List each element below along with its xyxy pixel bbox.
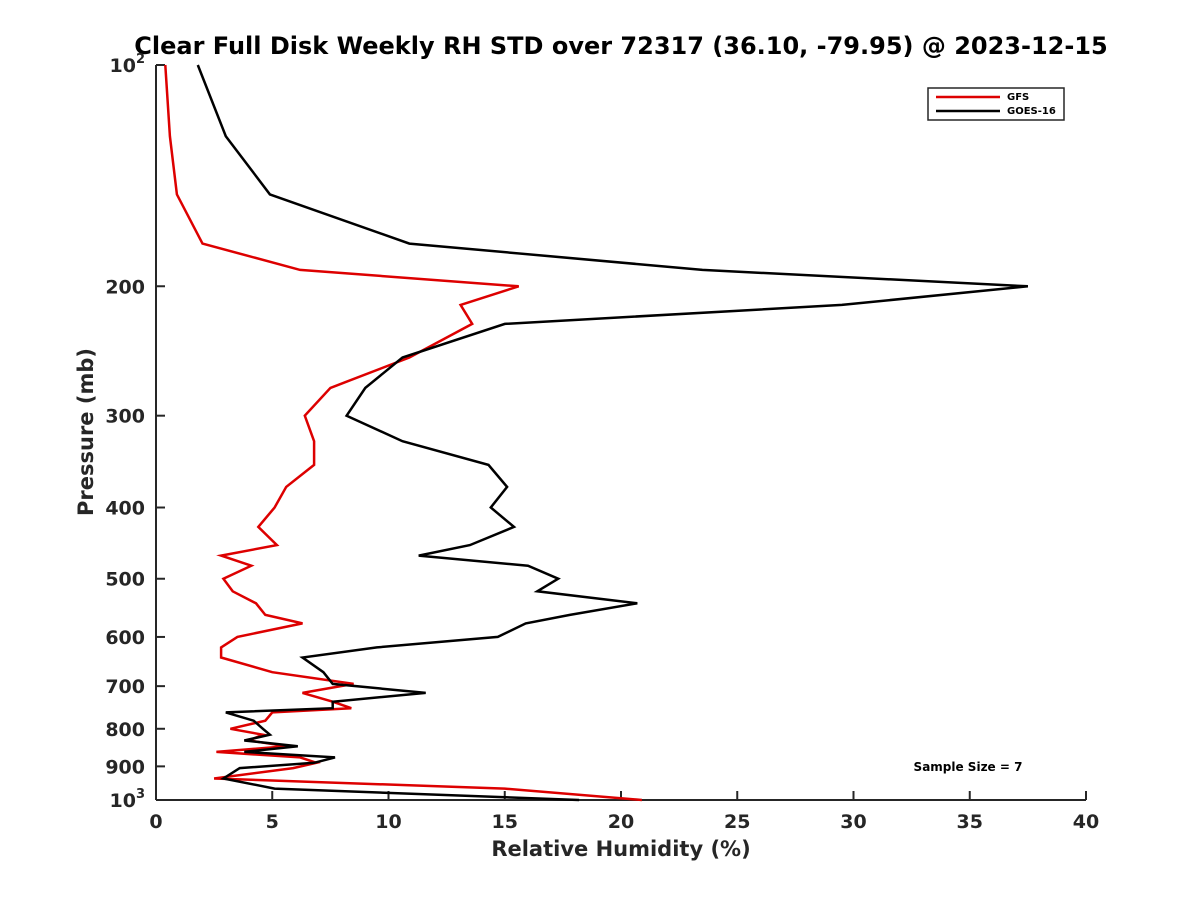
x-tick-label: 20 — [608, 811, 634, 833]
plot-frame — [155, 65, 1086, 801]
y-axis-label: Pressure (mb) — [74, 348, 98, 516]
legend-label-gfs: GFS — [1007, 92, 1029, 103]
series-line-goes-16 — [196, 64, 1029, 802]
y-tick-exponent: 3 — [136, 787, 145, 802]
y-tick-base: 10 — [110, 790, 136, 812]
x-tick-label: 35 — [957, 811, 983, 833]
x-tick-label: 40 — [1073, 811, 1099, 833]
x-tick-label: 25 — [724, 811, 750, 833]
legend-box — [927, 87, 1065, 121]
y-tick-label: 300 — [105, 406, 145, 428]
y-tick-label: 800 — [105, 719, 145, 741]
y-tick-label: 400 — [105, 498, 145, 520]
y-tick-label: 102 — [110, 52, 146, 77]
x-axis-ticks: 0 5 10 15 20 25 30 35 40 — [149, 791, 1099, 833]
x-tick-label: 10 — [375, 811, 401, 833]
y-tick-label: 700 — [105, 676, 145, 698]
x-axis-label: Relative Humidity (%) — [491, 837, 750, 861]
x-tick-label: 5 — [266, 811, 279, 833]
sample-size-annotation: Sample Size = 7 — [914, 760, 1023, 774]
x-tick-label: 30 — [840, 811, 866, 833]
y-tick-label: 500 — [105, 569, 145, 591]
legend-label-goes-16: GOES-16 — [1007, 106, 1056, 117]
legend: GFS GOES-16 — [927, 87, 1065, 121]
y-tick-label: 103 — [110, 787, 146, 812]
x-tick-label: 15 — [492, 811, 518, 833]
series-layer — [164, 64, 1029, 802]
y-tick-base: 10 — [110, 55, 136, 77]
y-tick-exponent: 2 — [136, 52, 145, 67]
y-tick-label: 200 — [105, 276, 145, 298]
chart-title: Clear Full Disk Weekly RH STD over 72317… — [134, 32, 1107, 60]
y-tick-label: 600 — [105, 627, 145, 649]
x-tick-label: 0 — [149, 811, 162, 833]
y-tick-label: 900 — [105, 756, 145, 778]
